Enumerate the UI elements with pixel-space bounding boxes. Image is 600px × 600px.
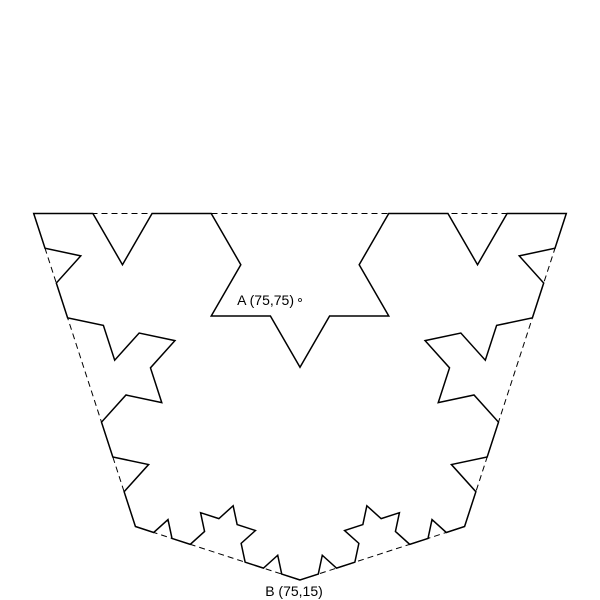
label-A: A (75,75) — [237, 292, 294, 308]
base-pentagon — [34, 213, 567, 580]
center-point-A — [299, 299, 302, 302]
label-B: B (75,15) — [265, 583, 323, 599]
koch-snowflake-path — [34, 213, 567, 580]
diagram-canvas: A (75,75) B (75,15) — [0, 0, 600, 600]
